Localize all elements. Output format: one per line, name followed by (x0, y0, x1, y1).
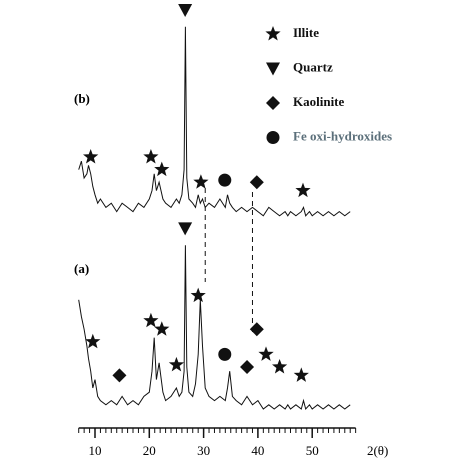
star-symbol (168, 356, 185, 372)
star-symbol (272, 359, 288, 374)
triangle-symbol (178, 4, 193, 17)
data-line (78, 245, 351, 411)
legend-label: Illite (293, 25, 319, 40)
legend-label: Quartz (293, 59, 333, 74)
data-line (78, 26, 351, 217)
star-symbol (295, 182, 311, 198)
triangle-symbol (178, 222, 193, 236)
circle-symbol (218, 347, 232, 361)
diamond-symbol (249, 175, 264, 190)
star-symbol (143, 312, 159, 328)
x-axis-label: 2(θ) (367, 443, 388, 458)
x-tick-label: 20 (143, 443, 156, 458)
star-symbol (83, 149, 99, 164)
legend-label: Kaolinite (293, 94, 345, 109)
x-tick-label: 10 (89, 443, 102, 458)
star-symbol (154, 321, 170, 336)
x-tick-label: 30 (197, 443, 210, 458)
circle-symbol (266, 131, 280, 144)
star-symbol (258, 346, 274, 361)
star-symbol (154, 161, 170, 177)
star-symbol (85, 333, 101, 349)
star-symbol (265, 26, 281, 41)
diamond-symbol (249, 322, 264, 337)
diamond-symbol (240, 360, 255, 374)
star-symbol (190, 287, 206, 303)
triangle-symbol (266, 62, 280, 76)
star-symbol (143, 149, 159, 164)
star-symbol (293, 367, 309, 382)
diamond-symbol (266, 96, 280, 110)
diamond-symbol (112, 368, 127, 383)
circle-symbol (218, 173, 232, 187)
series-label: (b) (74, 91, 90, 106)
x-tick-label: 40 (251, 443, 264, 458)
legend-label: Fe oxi-hydroxides (293, 128, 392, 143)
series-label: (a) (74, 261, 89, 276)
x-tick-label: 50 (306, 443, 319, 458)
star-symbol (193, 174, 209, 189)
